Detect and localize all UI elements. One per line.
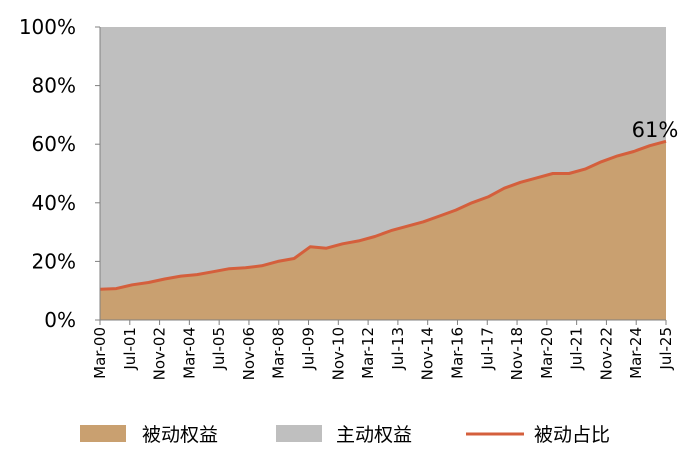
- x-tick-label: Jul-09: [300, 327, 318, 371]
- x-tick-label: Jul-21: [568, 327, 586, 371]
- x-tick-label: Nov-06: [240, 327, 258, 380]
- x-tick-label: Jul-17: [478, 327, 496, 371]
- x-tick-label: Mar-24: [627, 327, 645, 379]
- x-tick-label: Nov-14: [419, 327, 437, 380]
- y-tick-label: 40%: [32, 191, 76, 215]
- area-active-equity: [100, 27, 666, 290]
- legend-label-active: 主动权益: [336, 424, 412, 446]
- x-tick-label: Jul-05: [210, 327, 228, 371]
- axes: 0% 20% 40% 60% 80% 100% Mar-00 Jul-01 Nov-02 Mar-…: [19, 15, 675, 380]
- x-tick-label: Nov-10: [329, 327, 347, 380]
- plot-area: [99, 27, 667, 320]
- x-tick-label: Nov-22: [597, 327, 615, 380]
- x-tick-label: Nov-02: [151, 327, 169, 380]
- x-tick-label: Jul-13: [389, 327, 407, 371]
- y-tick-label: 80%: [32, 74, 76, 98]
- x-tick-label: Mar-12: [359, 327, 377, 379]
- x-tick-label: Mar-16: [448, 327, 466, 379]
- y-tick-label: 20%: [32, 249, 76, 273]
- y-tick-label: 60%: [32, 132, 76, 156]
- legend: 被动权益 主动权益 被动占比: [80, 424, 610, 446]
- last-value-annotation: 61%: [632, 118, 679, 142]
- x-tick-label: Mar-04: [180, 327, 198, 379]
- area-passive-equity: [100, 141, 666, 320]
- x-tick-label: Mar-00: [91, 327, 109, 379]
- x-tick-label: Nov-18: [508, 327, 526, 380]
- legend-swatch-active: [276, 425, 322, 442]
- y-tick-label: 100%: [19, 15, 76, 39]
- legend-label-passive: 被动权益: [142, 424, 218, 446]
- legend-swatch-passive: [80, 425, 126, 442]
- legend-label-ratio: 被动占比: [534, 424, 610, 446]
- x-tick-label: Jul-25: [657, 327, 675, 371]
- x-tick-label: Jul-01: [121, 327, 139, 371]
- x-tick-label: Mar-08: [270, 327, 288, 379]
- x-tick-label: Mar-20: [538, 327, 556, 379]
- line-passive-ratio: [99, 139, 667, 291]
- y-tick-label: 0%: [44, 308, 76, 332]
